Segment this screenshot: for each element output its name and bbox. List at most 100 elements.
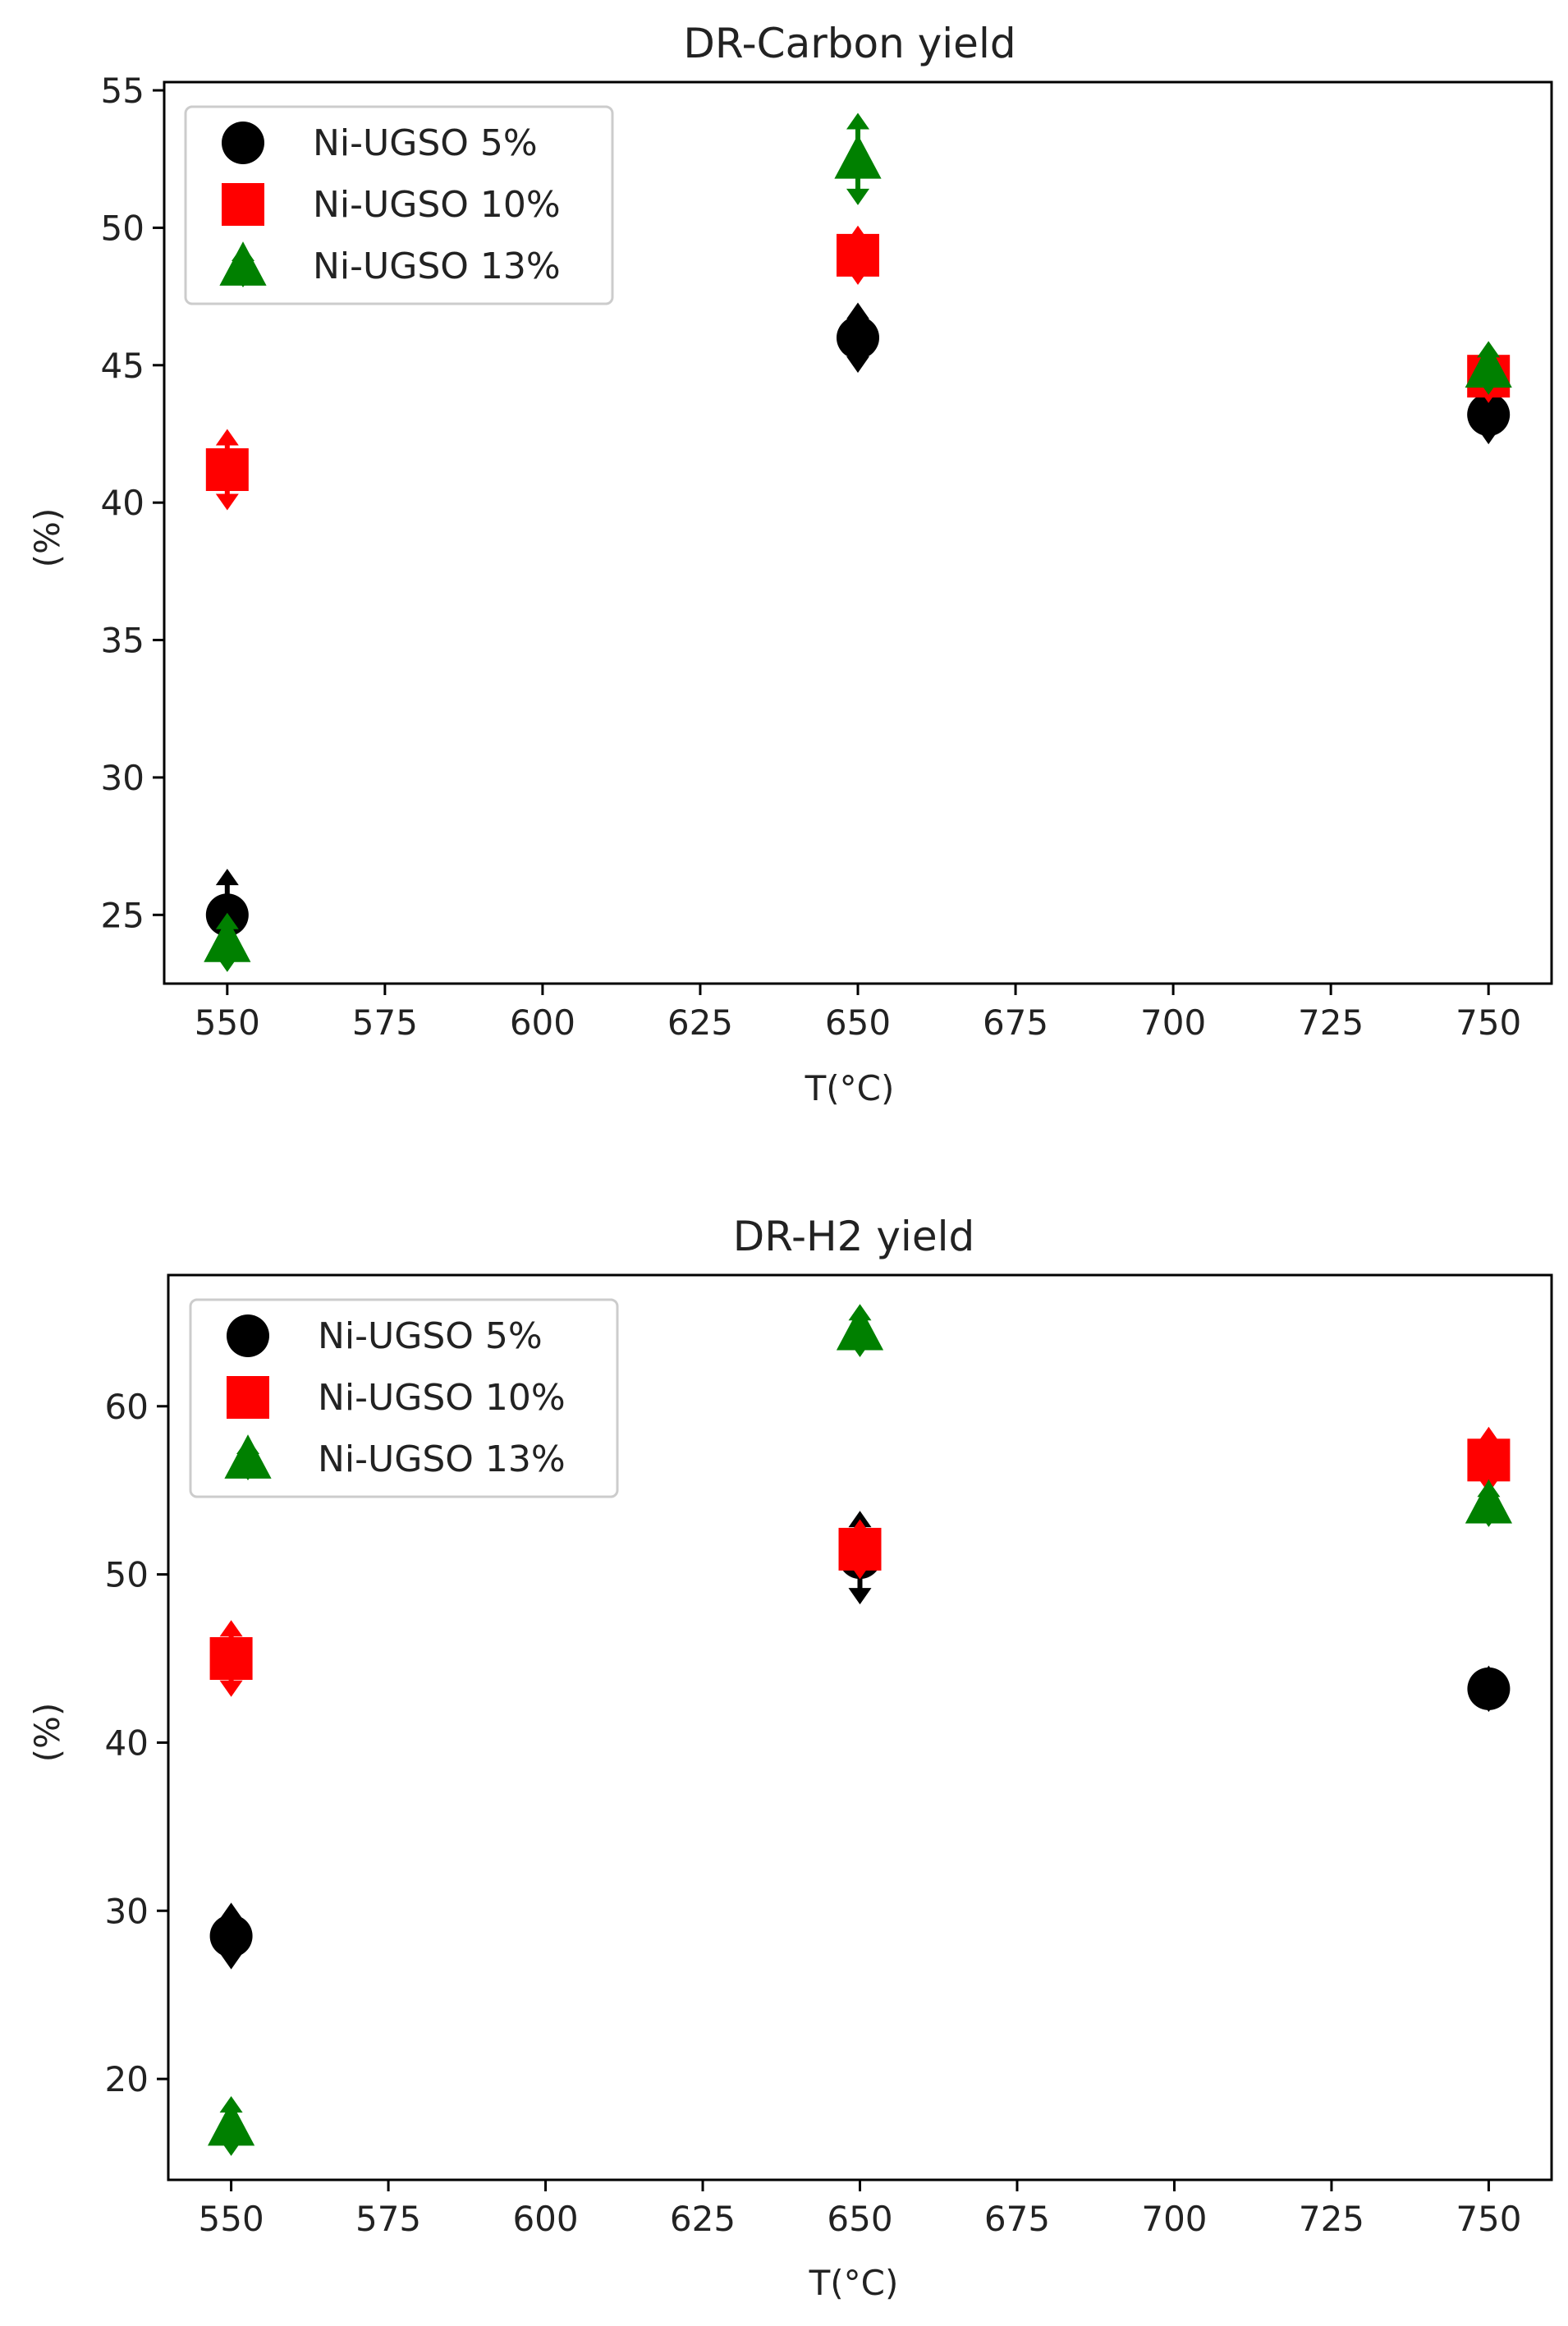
x-tick-label: 750	[1456, 2199, 1521, 2239]
data-point-ni-ugso-13-650	[834, 112, 882, 205]
data-point-ni-ugso-13-650	[836, 1304, 884, 1357]
marker-ni-ugso-13-650	[834, 134, 882, 179]
legend-entry-ni-ugso-10: Ni-UGSO 10%	[222, 183, 561, 226]
x-tick-label: 625	[667, 1002, 733, 1043]
tick-layer: 550 575 600 625 650 675 700 725 750 25 30 35 40 45 50 5…	[101, 71, 1522, 1043]
marker-ni-ugso-10-650	[838, 1527, 882, 1571]
x-tick-label: 725	[1299, 2199, 1364, 2239]
tick-layer: 550 575 600 625 650 675 700 725 750 20 30 40 50 60	[105, 1387, 1522, 2239]
chart-title: DR-Carbon yield	[683, 20, 1016, 67]
marker-ni-ugso-13-550	[207, 2101, 255, 2146]
legend-entry-ni-ugso-13: Ni-UGSO 13%	[219, 241, 561, 287]
legend-marker-shape-ni-ugso-10	[222, 183, 264, 226]
legend-marker-ni-ugso-5	[227, 1314, 269, 1357]
y-tick-label: 45	[101, 346, 144, 386]
data-point-ni-ugso-10-550	[209, 1620, 253, 1697]
data-point-ni-ugso-13-550	[204, 912, 251, 972]
x-tick-label: 700	[1141, 2199, 1207, 2239]
y-tick-label: 20	[105, 2059, 149, 2099]
legend-entry-ni-ugso-10: Ni-UGSO 10%	[227, 1376, 566, 1419]
error-bar-ni-ugso-5-550-lower-cap	[219, 1952, 243, 1970]
error-bar-ni-ugso-10-550-upper-cap	[215, 429, 239, 446]
y-tick-label: 60	[105, 1387, 149, 1427]
marker-ni-ugso-5-750	[1467, 393, 1511, 437]
x-tick-label: 575	[352, 1002, 418, 1043]
data-point-ni-ugso-10-650	[837, 225, 879, 285]
error-bar-ni-ugso-5-650-upper-cap	[846, 302, 869, 319]
legend-entry-ni-ugso-5: Ni-UGSO 5%	[222, 122, 538, 164]
y-tick-label: 40	[105, 1723, 149, 1763]
x-tick-label: 550	[195, 1002, 260, 1043]
y-tick-label: 50	[101, 208, 144, 248]
marker-ni-ugso-5-650	[837, 316, 879, 360]
error-bar-ni-ugso-5-650-lower-cap	[848, 1588, 872, 1605]
legend-marker-ni-ugso-13	[224, 1434, 272, 1480]
error-bar-ni-ugso-10-550-lower-cap	[219, 1680, 243, 1697]
marker-ni-ugso-5-550	[209, 1914, 253, 1957]
data-point-ni-ugso-5-750	[1467, 1665, 1511, 1713]
x-tick-label: 550	[199, 2199, 264, 2239]
legend-entry-ni-ugso-13: Ni-UGSO 13%	[224, 1434, 566, 1480]
chart-title: DR-H2 yield	[733, 1213, 974, 1260]
legend-label-ni-ugso-13: Ni-UGSO 13%	[313, 245, 561, 287]
x-tick-label: 625	[670, 2199, 736, 2239]
plot-frame	[167, 1273, 1553, 2181]
x-tick-label: 725	[1298, 1002, 1364, 1043]
legend-label-ni-ugso-10: Ni-UGSO 10%	[318, 1377, 566, 1419]
y-tick-label: 50	[105, 1555, 149, 1595]
error-bar-ni-ugso-13-650-upper-cap	[846, 112, 869, 130]
data-layer	[204, 112, 1512, 972]
data-point-ni-ugso-10-550	[205, 429, 249, 511]
plot-frame	[163, 80, 1553, 985]
marker-ni-ugso-5-750	[1467, 1667, 1511, 1710]
marker-ni-ugso-10-750	[1467, 1438, 1511, 1482]
x-tick-label: 675	[983, 1002, 1048, 1043]
legend-entry-ni-ugso-5: Ni-UGSO 5%	[227, 1314, 543, 1357]
legend-marker-ni-ugso-13	[219, 241, 267, 287]
marker-ni-ugso-10-650	[837, 233, 879, 277]
x-axis-label: T(°C)	[805, 1068, 895, 1108]
legend-marker-ni-ugso-10	[227, 1376, 269, 1419]
y-tick-label: 30	[105, 1891, 149, 1931]
x-tick-label: 650	[825, 1002, 891, 1043]
x-tick-label: 575	[355, 2199, 421, 2239]
legend-marker-ni-ugso-10	[222, 183, 264, 226]
error-bar-ni-ugso-5-550-upper-cap	[215, 869, 239, 886]
legend-box	[189, 1298, 619, 1498]
data-point-ni-ugso-10-650	[838, 1519, 882, 1580]
legend-marker-ni-ugso-5	[222, 122, 264, 164]
marker-ni-ugso-13-750	[1465, 1479, 1513, 1524]
y-tick-label: 40	[101, 483, 144, 523]
error-bar-ni-ugso-5-650-upper-cap	[848, 1511, 872, 1528]
legend-marker-shape-ni-ugso-13	[219, 241, 267, 286]
error-bar-ni-ugso-10-550-lower-cap	[215, 493, 239, 511]
legend: Ni-UGSO 5% Ni-UGSO 10% Ni-UGSO 13%	[184, 105, 614, 305]
data-point-ni-ugso-5-650	[837, 302, 879, 374]
error-bar-ni-ugso-13-650-lower-cap	[846, 188, 869, 205]
legend: Ni-UGSO 5% Ni-UGSO 10% Ni-UGSO 13%	[189, 1298, 619, 1498]
legend-label-ni-ugso-5: Ni-UGSO 5%	[318, 1315, 543, 1357]
legend-label-ni-ugso-5: Ni-UGSO 5%	[313, 122, 538, 164]
h2-yield-chart: DR-H2 yield (%) T(°C) 550 575 600 625 650 675…	[27, 1213, 1553, 2303]
marker-ni-ugso-10-550	[205, 448, 249, 492]
legend-label-ni-ugso-13: Ni-UGSO 13%	[318, 1438, 566, 1480]
legend-box	[184, 105, 614, 305]
y-axis-label: (%)	[27, 508, 67, 568]
data-point-ni-ugso-13-550	[207, 2095, 255, 2156]
marker-ni-ugso-13-750	[1465, 343, 1512, 388]
y-axis-label: (%)	[27, 1703, 67, 1763]
y-tick-label: 35	[101, 621, 144, 661]
legend-marker-shape-ni-ugso-5	[222, 122, 264, 164]
x-tick-label: 675	[984, 2199, 1050, 2239]
legend-marker-shape-ni-ugso-10	[227, 1376, 269, 1419]
marker-ni-ugso-10-550	[209, 1637, 253, 1681]
marker-ni-ugso-13-550	[204, 917, 251, 962]
x-tick-label: 600	[510, 1002, 575, 1043]
marker-ni-ugso-13-650	[836, 1305, 884, 1351]
legend-label-ni-ugso-10: Ni-UGSO 10%	[313, 184, 561, 226]
data-point-ni-ugso-10-750	[1467, 1426, 1511, 1493]
data-layer	[207, 1304, 1513, 2156]
x-tick-label: 600	[512, 2199, 578, 2239]
x-tick-label: 700	[1140, 1002, 1206, 1043]
